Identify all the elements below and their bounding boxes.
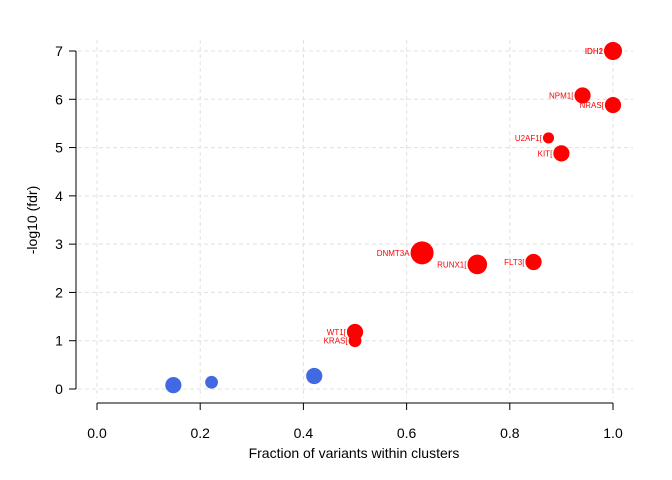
x-tick-label: 0.0 <box>87 425 107 441</box>
data-point <box>410 241 434 265</box>
point-label: NRAS[ <box>579 101 604 110</box>
y-tick-label: 5 <box>55 140 63 156</box>
data-point <box>467 254 488 275</box>
y-tick-label: 7 <box>55 43 63 59</box>
data-point <box>553 145 570 162</box>
data-points <box>165 42 622 394</box>
data-point <box>348 334 362 348</box>
point-label: NPM1[ <box>549 91 574 100</box>
data-point <box>205 375 218 389</box>
data-point <box>525 253 542 271</box>
x-tick-label: 0.8 <box>500 425 520 441</box>
y-tick-label: 2 <box>55 284 63 300</box>
y-tick-label: 1 <box>55 333 63 349</box>
data-point <box>574 87 591 104</box>
y-tick-label: 6 <box>55 91 63 107</box>
x-tick-label: 0.2 <box>190 425 210 441</box>
point-label: FLT3[ <box>504 258 525 267</box>
x-tick-label: 0.4 <box>294 425 314 441</box>
x-axis-title: Fraction of variants within clusters <box>249 445 460 461</box>
data-point <box>604 42 622 60</box>
point-label: IDH2 <box>585 47 604 56</box>
y-tick-label: 3 <box>55 236 63 252</box>
point-label: IDH1 <box>585 47 604 56</box>
data-point <box>542 132 555 144</box>
point-label: KIT[ <box>538 149 553 158</box>
point-label: RUNX1[ <box>437 260 467 269</box>
data-point <box>306 367 323 385</box>
data-point <box>165 377 182 394</box>
point-label: KRAS[ <box>324 337 349 346</box>
y-axis-title: -log10 (fdr) <box>24 186 40 254</box>
point-label: DNMT3A <box>377 249 411 258</box>
x-tick-label: 1.0 <box>603 425 623 441</box>
y-tick-label: 0 <box>55 381 63 397</box>
y-tick-label: 4 <box>55 188 63 204</box>
point-label: WT1[ <box>327 328 347 337</box>
axes: 0.0 0.2 0.4 0.6 0.8 1.0 0 1 2 3 4 5 6 7 <box>55 43 623 441</box>
data-point <box>604 96 622 114</box>
point-labels: WT1[KRAS[ DNMT3A RUNX1[ FLT3[ U2AF1[ KIT[ NPM1… <box>324 47 605 346</box>
x-tick-label: 0.6 <box>397 425 417 441</box>
point-label: U2AF1[ <box>515 134 543 143</box>
